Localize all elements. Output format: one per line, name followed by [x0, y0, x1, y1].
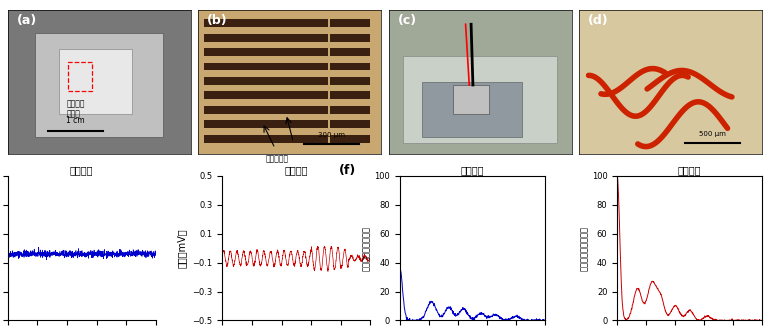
Title: 幼虫あり: 幼虫あり	[285, 165, 308, 175]
Title: 幼虫なし: 幼虫なし	[460, 165, 484, 175]
FancyBboxPatch shape	[204, 19, 328, 27]
Y-axis label: 電圧（mV）: 電圧（mV）	[177, 228, 187, 268]
FancyBboxPatch shape	[35, 33, 163, 137]
Text: 500 μm: 500 μm	[699, 131, 726, 137]
Text: (b): (b)	[207, 14, 228, 27]
FancyBboxPatch shape	[204, 135, 328, 143]
FancyBboxPatch shape	[403, 56, 557, 143]
FancyBboxPatch shape	[330, 77, 370, 85]
FancyBboxPatch shape	[204, 48, 328, 56]
FancyBboxPatch shape	[204, 77, 328, 85]
Title: 幼虫なし: 幼虫なし	[70, 165, 93, 175]
Text: (f): (f)	[339, 164, 356, 178]
FancyBboxPatch shape	[330, 120, 370, 128]
FancyBboxPatch shape	[330, 48, 370, 56]
FancyBboxPatch shape	[204, 120, 328, 128]
Text: (d): (d)	[588, 14, 609, 27]
FancyBboxPatch shape	[453, 85, 490, 114]
Title: 幼虫あり: 幼虫あり	[678, 165, 701, 175]
Text: 300 μm: 300 μm	[318, 132, 346, 138]
FancyBboxPatch shape	[330, 135, 370, 143]
Y-axis label: 信号強度（相対値）: 信号強度（相対値）	[580, 226, 589, 271]
FancyBboxPatch shape	[330, 106, 370, 114]
Text: (c): (c)	[398, 14, 417, 27]
Y-axis label: 信号強度（相対値）: 信号強度（相対値）	[362, 226, 371, 271]
FancyBboxPatch shape	[204, 34, 328, 42]
FancyBboxPatch shape	[59, 49, 132, 114]
Text: スライド
ガラス: スライド ガラス	[66, 99, 85, 119]
FancyBboxPatch shape	[330, 92, 370, 99]
FancyBboxPatch shape	[330, 62, 370, 71]
FancyBboxPatch shape	[330, 34, 370, 42]
Text: 櫛歯型電極: 櫛歯型電極	[266, 154, 289, 163]
Text: 1 cm: 1 cm	[66, 116, 85, 125]
FancyBboxPatch shape	[422, 82, 522, 137]
FancyBboxPatch shape	[204, 106, 328, 114]
Text: (a): (a)	[17, 14, 37, 27]
FancyBboxPatch shape	[204, 92, 328, 99]
FancyBboxPatch shape	[330, 19, 370, 27]
FancyBboxPatch shape	[204, 62, 328, 71]
